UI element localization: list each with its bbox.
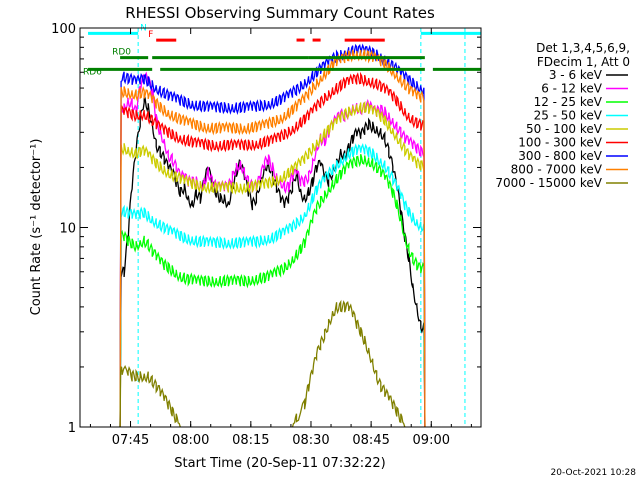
- legend-label-7: 800 - 7000 keV: [511, 163, 603, 177]
- legend-label-4: 50 - 100 keV: [526, 122, 603, 136]
- footer-date: 20-Oct-2021 10:28: [551, 468, 637, 478]
- legend-label-2: 12 - 25 keV: [534, 95, 603, 109]
- x-tick-label-0: 07:45: [112, 433, 149, 448]
- y-tick-label-2: 100: [51, 22, 76, 37]
- legend-label-5: 100 - 300 keV: [518, 136, 602, 150]
- x-tick-label-4: 08:45: [352, 433, 389, 448]
- series-line-2: [119, 154, 426, 428]
- x-axis-label: Start Time (20-Sep-11 07:32:22): [174, 456, 385, 471]
- x-tick-label-3: 08:30: [292, 433, 329, 448]
- x-tick-label-1: 08:00: [172, 433, 209, 448]
- x-axis: 07:45 08:00 08:15 08:30 08:45 09:00: [89, 28, 472, 448]
- series-line-3: [119, 143, 426, 428]
- flag-label-rd0: RD0: [112, 48, 131, 58]
- y-axis-label: Count Rate (s⁻¹ detector⁻¹): [29, 139, 44, 316]
- x-tick-label-5: 09:00: [413, 433, 450, 448]
- y-tick-label-1: 10: [59, 222, 76, 237]
- legend-header-line-2: FDecim 1, Att 0: [537, 55, 630, 69]
- flag-label-rd6: RD6: [83, 67, 102, 77]
- legend-label-8: 7000 - 15000 keV: [495, 176, 602, 190]
- series-line-4: [119, 101, 426, 428]
- y-tick-label-0: 1: [68, 421, 76, 436]
- series-line-1: [119, 71, 426, 428]
- series-line-8: [119, 299, 406, 428]
- legend: Det 1,3,4,5,6,9, FDecim 1, Att 0 3 - 6 k…: [495, 41, 630, 190]
- series-line-0: [119, 93, 426, 428]
- y-axis: 1 10 100: [51, 22, 481, 436]
- chart-title: RHESSI Observing Summary Count Rates: [125, 4, 435, 22]
- series-line-5: [119, 71, 426, 428]
- series-line-6: [119, 43, 426, 428]
- x-tick-label-2: 08:15: [232, 433, 269, 448]
- legend-label-1: 6 - 12 keV: [541, 82, 603, 96]
- legend-label-0: 3 - 6 keV: [549, 68, 603, 82]
- legend-header-line-1: Det 1,3,4,5,6,9,: [536, 41, 630, 55]
- legend-label-3: 25 - 50 keV: [534, 109, 603, 123]
- flag-label-f: F: [148, 30, 153, 40]
- legend-label-6: 300 - 800 keV: [518, 149, 602, 163]
